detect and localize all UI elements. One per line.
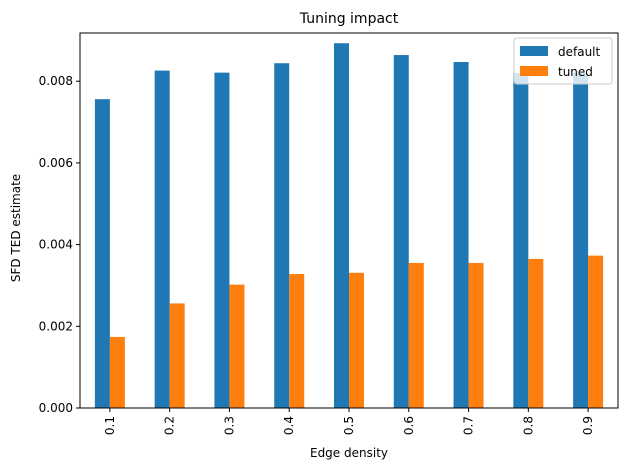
y-tick-label: 0.004 (39, 238, 73, 252)
legend: default tuned (513, 37, 613, 85)
chart-title: Tuning impact (299, 11, 399, 27)
bar-tuned-0.7 (468, 262, 484, 408)
x-tick-label: 0.1 (103, 416, 117, 435)
bar-default-0.3 (214, 72, 230, 409)
bar-tuned-0.3 (229, 284, 245, 408)
y-tick-label: 0.002 (39, 319, 73, 333)
bar-default-0.1 (94, 99, 110, 409)
x-tick-label: 0.5 (342, 416, 356, 435)
bar-default-0.5 (334, 43, 349, 409)
x-tick-label: 0.6 (402, 416, 416, 435)
x-axis-label: Edge density (310, 446, 388, 460)
bar-default-0.4 (274, 63, 290, 408)
bar-tuned-0.6 (408, 262, 424, 408)
x-tick-label: 0.7 (462, 416, 476, 435)
legend-swatch-default (520, 46, 548, 56)
bar-default-0.6 (393, 55, 409, 408)
x-tick-label: 0.2 (163, 416, 177, 435)
y-tick-label: 0.006 (39, 156, 73, 170)
x-tick-label: 0.9 (581, 416, 595, 435)
bar-tuned-0.2 (169, 303, 185, 408)
bar-tuned-0.9 (588, 255, 604, 408)
y-tick-label: 0.008 (39, 74, 73, 88)
bar-tuned-0.1 (109, 336, 125, 408)
bar-tuned-0.4 (289, 274, 305, 408)
bar-tuned-0.5 (349, 272, 364, 408)
legend-label-default: default (558, 45, 601, 59)
y-tick-label: 0.000 (39, 401, 73, 415)
bar-default-0.9 (573, 73, 589, 408)
x-tick-label: 0.8 (521, 416, 535, 435)
legend-swatch-tuned (520, 66, 548, 76)
x-tick-label: 0.3 (222, 416, 236, 435)
bar-default-0.8 (513, 73, 529, 408)
x-tick-label: 0.4 (282, 416, 296, 435)
y-axis-label: SFD TED estimate (9, 174, 23, 282)
axes-layer: 0.000 0.002 0.004 0.006 0.008 0.1 0.2 0.3 0.4 0.5… (39, 32, 619, 435)
bars-layer (94, 43, 604, 409)
legend-label-tuned: tuned (558, 65, 593, 79)
bar-tuned-0.8 (528, 258, 544, 408)
bar-default-0.2 (154, 70, 170, 408)
bar-default-0.7 (453, 62, 469, 409)
